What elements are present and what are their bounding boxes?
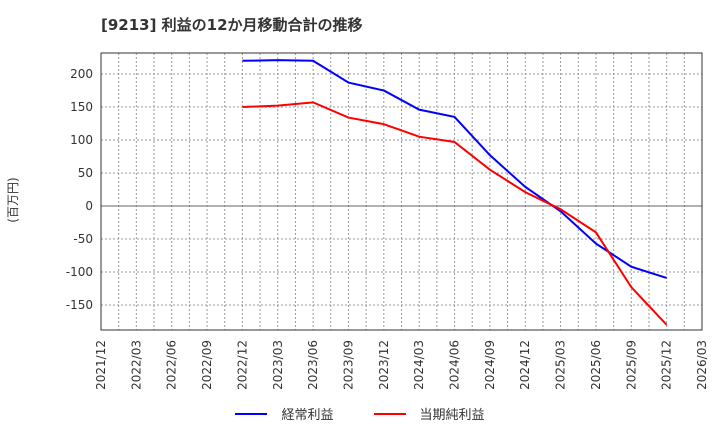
legend-item-net-profit: 当期純利益 [373,404,485,423]
svg-text:2021/12: 2021/12 [94,340,108,390]
svg-text:2025/06: 2025/06 [589,340,603,390]
svg-text:100: 100 [70,133,93,147]
svg-text:-50: -50 [73,232,93,246]
legend-label: 当期純利益 [419,408,485,423]
svg-text:-100: -100 [66,265,93,279]
svg-text:(百万円): (百万円) [6,177,20,222]
svg-text:-150: -150 [66,298,93,312]
svg-text:2022/12: 2022/12 [235,340,249,390]
svg-text:2025/12: 2025/12 [660,340,674,390]
svg-text:2022/09: 2022/09 [200,340,214,390]
svg-text:0: 0 [85,199,93,213]
svg-text:50: 50 [78,166,93,180]
legend-label: 経常利益 [281,408,334,423]
legend: 経常利益 当期純利益 [0,404,720,423]
svg-text:2023/03: 2023/03 [271,340,285,390]
svg-text:2024/06: 2024/06 [448,340,462,390]
svg-text:2022/03: 2022/03 [129,340,143,390]
svg-text:2026/03: 2026/03 [695,340,709,390]
legend-swatch-red [373,412,406,415]
svg-text:2022/06: 2022/06 [165,340,179,390]
svg-text:2024/09: 2024/09 [483,340,497,390]
legend-item-ordinary-profit: 経常利益 [235,404,334,423]
svg-text:2023/09: 2023/09 [341,340,355,390]
svg-text:2025/09: 2025/09 [624,340,638,390]
svg-text:2025/03: 2025/03 [554,340,568,390]
svg-text:150: 150 [70,100,93,114]
svg-text:2024/03: 2024/03 [412,340,426,390]
svg-text:2023/12: 2023/12 [377,340,391,390]
svg-text:200: 200 [70,67,93,81]
chart-title: [9213] 利益の12か月移動合計の推移 [101,16,363,34]
svg-text:2024/12: 2024/12 [518,340,532,390]
legend-swatch-blue [235,412,268,415]
svg-text:2023/06: 2023/06 [306,340,320,390]
